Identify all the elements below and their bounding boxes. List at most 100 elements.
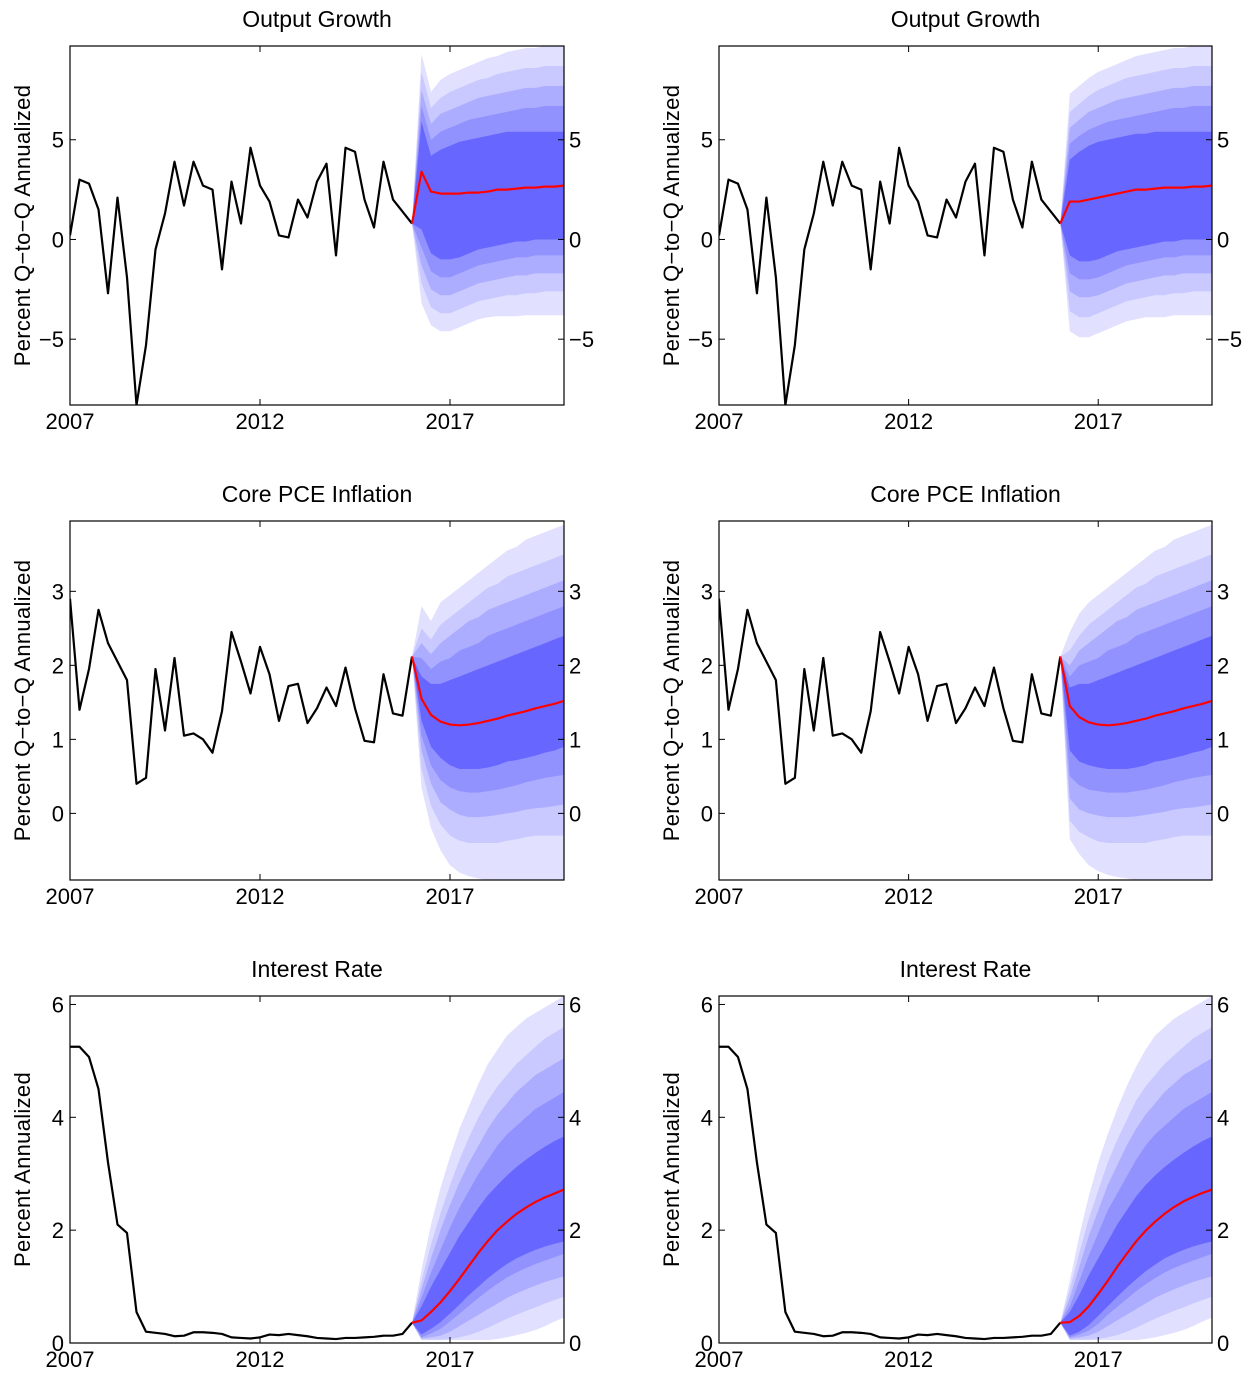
chart-panel: 2007 2012 2017 −5 −5 0 0 5 5 Output Growth Percent… <box>659 6 1242 434</box>
forecast-mean-line <box>410 656 564 727</box>
x-tick-label: 2012 <box>884 409 933 434</box>
forecast-mean-line <box>1059 184 1212 224</box>
history-line <box>70 598 414 785</box>
axes-frame <box>718 995 1213 1344</box>
y-tick-label-right: 6 <box>1217 992 1229 1017</box>
x-tick-label: 2007 <box>695 884 744 909</box>
history-line <box>70 146 413 405</box>
y-tick-label-left: 3 <box>701 579 713 604</box>
axes-frame <box>69 995 565 1344</box>
y-axis-label: Percent Q−to−Q Annualized <box>659 85 684 366</box>
x-tick-label: 2012 <box>236 884 285 909</box>
x-tick-label: 2012 <box>884 1347 933 1372</box>
y-tick-label-right: 6 <box>569 992 581 1017</box>
history-line <box>719 598 1062 785</box>
y-axis-label: Percent Q−to−Q Annualized <box>10 560 35 841</box>
y-tick-label-left: 6 <box>701 992 713 1017</box>
y-tick-label-left: 6 <box>52 992 64 1017</box>
forecast-mean-line <box>1060 1188 1212 1324</box>
y-tick-label-right: 0 <box>569 801 581 826</box>
x-tick-label: 2007 <box>695 1347 744 1372</box>
chart-panel: 2007 2012 2017 0 0 1 1 2 2 3 3 Core PCE Inflation Pe… <box>659 481 1229 909</box>
y-tick-label-right: 3 <box>1217 579 1229 604</box>
x-tick-label: 2007 <box>695 409 744 434</box>
y-tick-label-left: 5 <box>52 128 64 153</box>
history-line <box>719 146 1062 405</box>
axes-frame <box>69 45 565 406</box>
x-tick-label: 2017 <box>1074 409 1123 434</box>
history-line <box>719 1045 1062 1341</box>
y-tick-label-right: 0 <box>569 227 581 252</box>
panel-title: Core PCE Inflation <box>222 481 412 507</box>
y-tick-label-right: 2 <box>569 1218 581 1243</box>
y-tick-label-right: 2 <box>1217 653 1229 678</box>
y-tick-label-right: 2 <box>1217 1218 1229 1243</box>
uncertainty-band <box>412 635 564 769</box>
y-tick-label-left: 2 <box>701 1218 713 1243</box>
y-tick-label-left: 1 <box>701 727 713 752</box>
y-tick-label-left: 5 <box>701 128 713 153</box>
y-tick-label-right: 3 <box>569 579 581 604</box>
y-tick-label-left: 1 <box>52 727 64 752</box>
panel-title: Output Growth <box>891 6 1041 32</box>
x-tick-label: 2012 <box>884 884 933 909</box>
history-line <box>70 1045 413 1341</box>
y-tick-label-right: 1 <box>569 727 581 752</box>
y-tick-label-left: 2 <box>701 653 713 678</box>
x-tick-label: 2017 <box>1074 1347 1123 1372</box>
axes-frame <box>718 520 1213 881</box>
chart-panel: 2007 2012 2017 0 0 2 2 4 4 6 6 Interest Rate Percent… <box>659 956 1229 1372</box>
x-tick-label: 2017 <box>426 884 475 909</box>
x-tick-label: 2017 <box>426 409 475 434</box>
y-tick-label-left: 0 <box>52 227 64 252</box>
y-tick-label-left: −5 <box>688 327 713 352</box>
chart-panel: 2007 2012 2017 −5 −5 0 0 5 5 Output Growth Percent… <box>10 6 594 434</box>
y-tick-label-right: 5 <box>1217 128 1229 153</box>
y-tick-label-left: 0 <box>701 227 713 252</box>
axes-frame <box>718 45 1213 406</box>
y-tick-label-left: 0 <box>52 801 64 826</box>
y-tick-label-left: 3 <box>52 579 64 604</box>
x-tick-label: 2007 <box>46 884 95 909</box>
y-tick-label-right: 5 <box>569 128 581 153</box>
y-tick-label-right: −5 <box>569 327 594 352</box>
y-tick-label-right: 0 <box>1217 801 1229 826</box>
y-tick-label-left: 2 <box>52 1218 64 1243</box>
x-tick-label: 2017 <box>1074 884 1123 909</box>
y-axis-label: Percent Annualized <box>10 1072 35 1267</box>
x-tick-label: 2007 <box>46 1347 95 1372</box>
y-tick-label-right: 0 <box>1217 1331 1229 1356</box>
y-tick-label-left: 2 <box>52 653 64 678</box>
y-tick-label-right: 2 <box>569 653 581 678</box>
forecast-mean-line <box>411 1188 564 1324</box>
x-tick-label: 2007 <box>46 409 95 434</box>
forecast-mean-line <box>410 170 564 224</box>
y-axis-label: Percent Q−to−Q Annualized <box>659 560 684 841</box>
y-tick-label-right: 0 <box>1217 227 1229 252</box>
y-tick-label-right: 4 <box>569 1105 581 1130</box>
y-tick-label-right: 4 <box>1217 1105 1229 1130</box>
panel-title: Core PCE Inflation <box>870 481 1060 507</box>
uncertainty-band <box>1060 635 1212 769</box>
y-tick-label-left: 0 <box>701 801 713 826</box>
uncertainty-band <box>1060 1136 1212 1336</box>
y-tick-label-right: 0 <box>569 1331 581 1356</box>
y-tick-label-left: −5 <box>39 327 64 352</box>
panel-title: Output Growth <box>242 6 392 32</box>
y-tick-label-right: 1 <box>1217 727 1229 752</box>
panel-title: Interest Rate <box>900 956 1032 982</box>
x-tick-label: 2017 <box>426 1347 475 1372</box>
y-axis-label: Percent Q−to−Q Annualized <box>10 85 35 366</box>
uncertainty-band <box>412 1136 564 1335</box>
panel-title: Interest Rate <box>251 956 383 982</box>
x-tick-label: 2012 <box>236 1347 285 1372</box>
chart-panel: 2007 2012 2017 0 0 1 1 2 2 3 3 Core PCE Inflation Pe… <box>10 481 581 909</box>
y-tick-label-left: 4 <box>52 1105 64 1130</box>
y-tick-label-left: 0 <box>52 1331 64 1356</box>
y-axis-label: Percent Annualized <box>659 1072 684 1267</box>
forecast-mean-line <box>1059 656 1212 727</box>
axes-frame <box>69 520 565 881</box>
uncertainty-band <box>1060 131 1212 262</box>
chart-panel: 2007 2012 2017 0 0 2 2 4 4 6 6 Interest Rate Percent… <box>10 956 581 1372</box>
